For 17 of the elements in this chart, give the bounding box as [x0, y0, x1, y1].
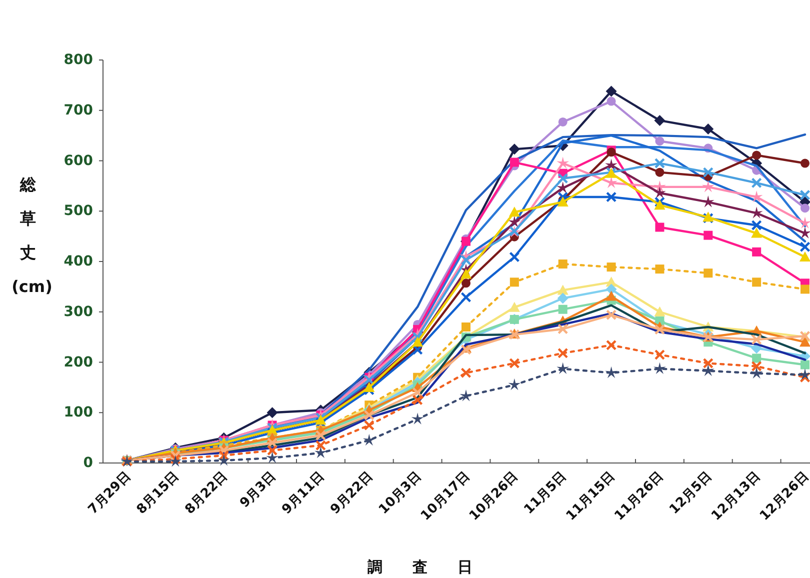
y-tick-label: 400: [64, 254, 94, 270]
x-tick-label: 8月15日: [134, 469, 182, 518]
y-tick-label: 700: [64, 102, 94, 118]
y-tick-label: 500: [64, 203, 94, 220]
y-tick-label: 800: [64, 52, 94, 68]
y-tick-label: 300: [64, 304, 94, 320]
y-axis-title: 総草丈(cm): [12, 175, 52, 296]
y-tick-label: 600: [64, 152, 94, 169]
x-tick-label: 9月11日: [279, 469, 328, 518]
x-tick-label: 9月3日: [237, 469, 280, 512]
y-tick-label: 0: [83, 455, 94, 471]
x-axis-title: 調 査 日: [368, 558, 472, 576]
x-tick-label: 7月29日: [86, 469, 134, 518]
y-tick-label: 200: [64, 354, 94, 370]
y-tick-label: 100: [64, 404, 94, 421]
x-tick-label: 9月22日: [328, 469, 376, 518]
x-tick-label: 8月22日: [182, 469, 231, 518]
